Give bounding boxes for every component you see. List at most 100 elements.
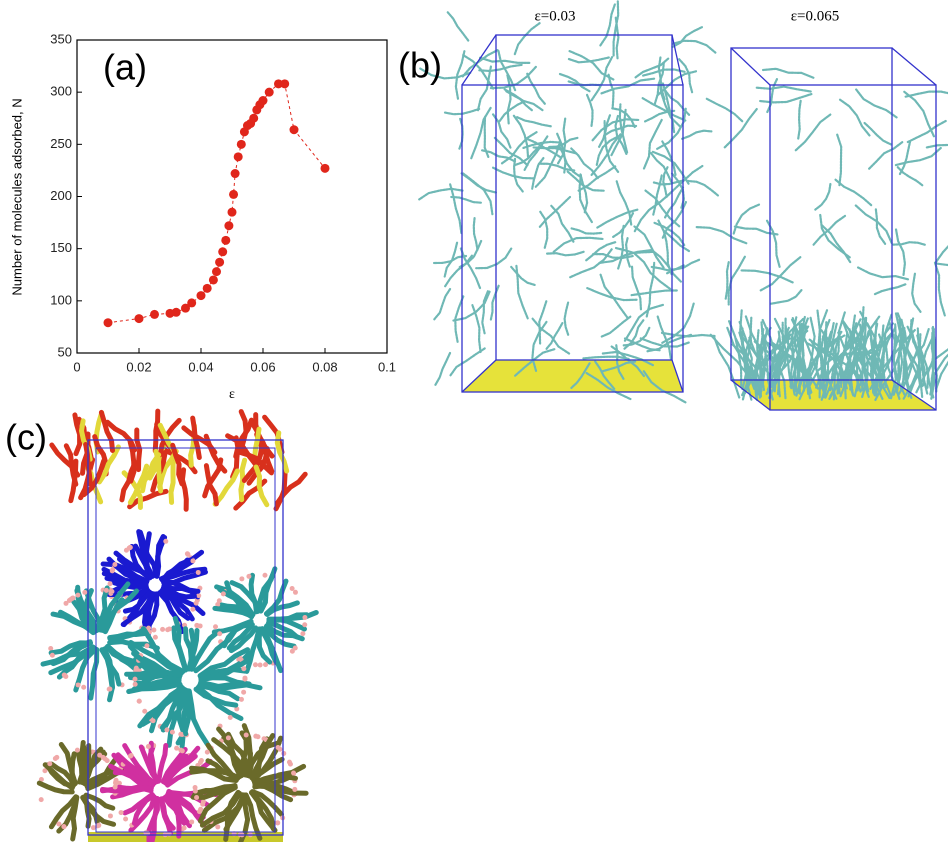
molecule <box>435 353 450 385</box>
head <box>217 631 222 636</box>
molecule <box>837 135 841 185</box>
molecule <box>858 268 908 280</box>
head <box>178 748 183 753</box>
head <box>105 758 110 763</box>
box-edge <box>731 48 770 85</box>
head <box>61 824 66 829</box>
molecule <box>798 100 801 139</box>
head <box>194 601 199 606</box>
molecule <box>450 348 485 376</box>
figure: (a) (b) ε=0.03 ε=0.065 (c) ε Number of m… <box>0 0 948 842</box>
molecule <box>840 99 870 135</box>
box-edge <box>731 48 892 380</box>
head <box>288 762 293 767</box>
head <box>151 718 156 723</box>
molecule <box>515 23 540 54</box>
data-point <box>104 318 113 327</box>
head <box>163 539 168 544</box>
head <box>113 784 118 789</box>
head <box>62 673 67 678</box>
molecule <box>658 317 671 359</box>
data-point <box>218 247 227 256</box>
molecule <box>724 109 757 148</box>
data-point <box>290 125 299 134</box>
data-point <box>187 298 196 307</box>
molecule <box>815 184 830 210</box>
head <box>189 819 194 824</box>
head <box>302 615 307 620</box>
head <box>137 699 142 704</box>
molecule <box>462 173 496 192</box>
panel-label: (b) <box>398 45 442 86</box>
x-tick-label: 0.04 <box>188 359 213 374</box>
molecule <box>568 172 604 191</box>
head <box>75 593 80 598</box>
head <box>109 589 114 594</box>
molecule <box>937 263 948 266</box>
head <box>104 588 109 593</box>
head <box>108 813 113 818</box>
molecule <box>906 92 948 97</box>
head <box>91 825 96 830</box>
box-edge <box>892 48 936 85</box>
head <box>196 570 201 575</box>
molecule <box>935 227 948 263</box>
data-point <box>150 310 159 319</box>
data-point <box>224 221 233 230</box>
head <box>142 709 147 714</box>
head <box>39 797 44 802</box>
head <box>228 715 233 720</box>
molecule <box>771 290 801 304</box>
head <box>76 682 81 687</box>
y-tick-label: 150 <box>50 240 72 255</box>
molecule <box>256 467 267 505</box>
molecule <box>653 175 661 214</box>
molecule <box>763 69 813 78</box>
x-tick-label: 0.02 <box>126 359 151 374</box>
molecule <box>796 115 830 151</box>
panel-label: (c) <box>5 417 47 458</box>
head <box>221 591 226 596</box>
y-tick-label: 200 <box>50 188 72 203</box>
head <box>170 730 175 735</box>
head <box>133 677 138 682</box>
head <box>226 735 231 740</box>
head <box>194 623 199 628</box>
data-point <box>259 96 268 105</box>
simulation-snapshots <box>39 1 948 842</box>
head <box>110 568 115 573</box>
head <box>253 734 258 739</box>
data-point <box>135 314 144 323</box>
panel-label: (a) <box>103 47 147 88</box>
molecule <box>565 303 569 335</box>
molecule <box>688 181 718 195</box>
molecule <box>491 286 499 321</box>
molecule <box>572 228 602 233</box>
molecule <box>517 117 551 126</box>
molecule <box>547 323 563 349</box>
data-point <box>209 275 218 284</box>
molecule <box>697 227 747 243</box>
head <box>108 581 113 586</box>
y-tick-label: 100 <box>50 292 72 307</box>
molecule <box>447 12 468 41</box>
molecule <box>476 249 511 269</box>
head <box>262 573 267 578</box>
head <box>47 761 52 766</box>
molecule <box>896 148 941 165</box>
molecule <box>451 197 481 203</box>
molecule <box>182 470 186 509</box>
head <box>193 789 198 794</box>
head <box>217 598 222 603</box>
molecule <box>434 289 450 319</box>
head <box>81 685 86 690</box>
molecule <box>101 412 112 450</box>
molecule <box>103 788 152 791</box>
y-axis-label: Number of molecules adsorbed, N <box>9 98 24 295</box>
x-tick-label: 0.1 <box>378 359 396 374</box>
data-point <box>280 79 289 88</box>
head <box>133 667 138 672</box>
head <box>50 653 55 658</box>
head <box>281 751 286 756</box>
data-point <box>249 114 258 123</box>
